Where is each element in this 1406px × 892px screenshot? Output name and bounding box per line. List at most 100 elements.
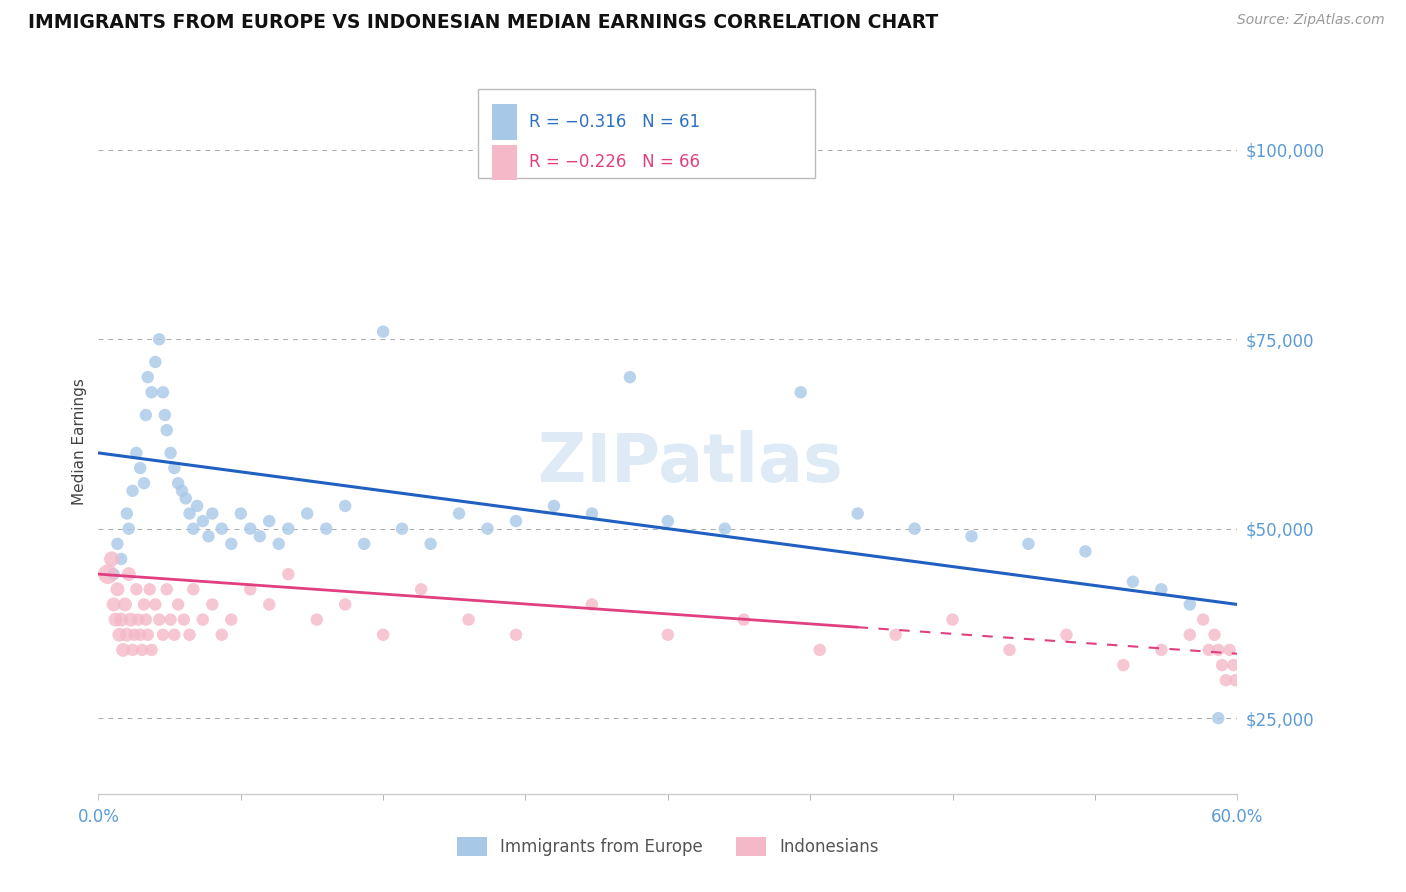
Point bbox=[183, 522, 205, 536]
Point bbox=[167, 476, 190, 491]
Point bbox=[186, 499, 208, 513]
Point bbox=[391, 522, 413, 536]
Point bbox=[100, 552, 122, 566]
Point bbox=[1178, 628, 1201, 642]
Point bbox=[179, 507, 201, 521]
Point bbox=[173, 613, 195, 627]
Point bbox=[581, 598, 603, 612]
Point bbox=[315, 522, 337, 536]
Point bbox=[998, 643, 1021, 657]
Point bbox=[148, 613, 170, 627]
Text: IMMIGRANTS FROM EUROPE VS INDONESIAN MEDIAN EARNINGS CORRELATION CHART: IMMIGRANTS FROM EUROPE VS INDONESIAN MED… bbox=[28, 13, 938, 32]
Point bbox=[124, 628, 146, 642]
Point bbox=[229, 507, 252, 521]
Point bbox=[846, 507, 869, 521]
Point bbox=[121, 643, 143, 657]
Point bbox=[115, 628, 138, 642]
Point bbox=[505, 514, 527, 528]
Text: R = −0.226   N = 66: R = −0.226 N = 66 bbox=[529, 153, 700, 171]
Point bbox=[211, 522, 233, 536]
Point bbox=[136, 628, 159, 642]
Point bbox=[239, 522, 262, 536]
Point bbox=[335, 598, 357, 612]
Point bbox=[305, 613, 328, 627]
Point bbox=[419, 537, 441, 551]
Point bbox=[1222, 658, 1244, 673]
Text: R = −0.316   N = 61: R = −0.316 N = 61 bbox=[529, 113, 700, 131]
Point bbox=[138, 582, 160, 597]
Point bbox=[145, 598, 167, 612]
Point bbox=[145, 355, 167, 369]
Point bbox=[201, 507, 224, 521]
Point bbox=[107, 582, 129, 597]
Point bbox=[156, 423, 179, 437]
Point bbox=[135, 408, 157, 422]
Point bbox=[1219, 643, 1241, 657]
Point bbox=[808, 643, 831, 657]
Point bbox=[1150, 582, 1173, 597]
Point bbox=[1056, 628, 1078, 642]
Point bbox=[115, 507, 138, 521]
Point bbox=[371, 628, 394, 642]
Point bbox=[127, 613, 149, 627]
Point bbox=[152, 385, 174, 400]
Point bbox=[267, 537, 290, 551]
Point bbox=[110, 613, 132, 627]
Point bbox=[1208, 711, 1230, 725]
Text: Source: ZipAtlas.com: Source: ZipAtlas.com bbox=[1237, 13, 1385, 28]
Point bbox=[277, 567, 299, 582]
Point bbox=[619, 370, 641, 384]
Point bbox=[1122, 574, 1144, 589]
Point bbox=[543, 499, 565, 513]
Y-axis label: Median Earnings: Median Earnings bbox=[72, 378, 87, 505]
Point bbox=[179, 628, 201, 642]
Point bbox=[297, 507, 319, 521]
Point bbox=[153, 408, 176, 422]
Point bbox=[371, 325, 394, 339]
Point bbox=[239, 582, 262, 597]
Point bbox=[131, 643, 153, 657]
Point bbox=[259, 598, 281, 612]
Point bbox=[191, 613, 214, 627]
Point bbox=[170, 483, 193, 498]
Point bbox=[201, 598, 224, 612]
Point bbox=[174, 491, 197, 506]
Point bbox=[1074, 544, 1097, 558]
Point bbox=[183, 582, 205, 597]
Point bbox=[118, 522, 141, 536]
Point bbox=[1018, 537, 1040, 551]
Point bbox=[221, 537, 243, 551]
Point bbox=[353, 537, 375, 551]
Point bbox=[163, 461, 186, 475]
Point bbox=[259, 514, 281, 528]
Point bbox=[411, 582, 433, 597]
Point bbox=[211, 628, 233, 642]
Point bbox=[884, 628, 907, 642]
Point bbox=[1211, 658, 1233, 673]
Point bbox=[152, 628, 174, 642]
Point bbox=[942, 613, 965, 627]
Point bbox=[1208, 643, 1230, 657]
Point bbox=[457, 613, 479, 627]
Point bbox=[97, 567, 120, 582]
Point bbox=[1225, 673, 1247, 688]
Point bbox=[1178, 598, 1201, 612]
Point bbox=[159, 446, 181, 460]
Point bbox=[156, 582, 179, 597]
Point bbox=[1192, 613, 1215, 627]
Point bbox=[1204, 628, 1226, 642]
Point bbox=[1112, 658, 1135, 673]
Point bbox=[132, 598, 155, 612]
Point bbox=[112, 643, 135, 657]
Point bbox=[335, 499, 357, 513]
Point bbox=[141, 385, 163, 400]
Point bbox=[714, 522, 737, 536]
Point bbox=[114, 598, 136, 612]
Point bbox=[167, 598, 190, 612]
Point bbox=[141, 643, 163, 657]
Point bbox=[159, 613, 181, 627]
Point bbox=[121, 483, 143, 498]
Point bbox=[104, 613, 127, 627]
Point bbox=[960, 529, 983, 543]
Legend: Immigrants from Europe, Indonesians: Immigrants from Europe, Indonesians bbox=[457, 837, 879, 856]
